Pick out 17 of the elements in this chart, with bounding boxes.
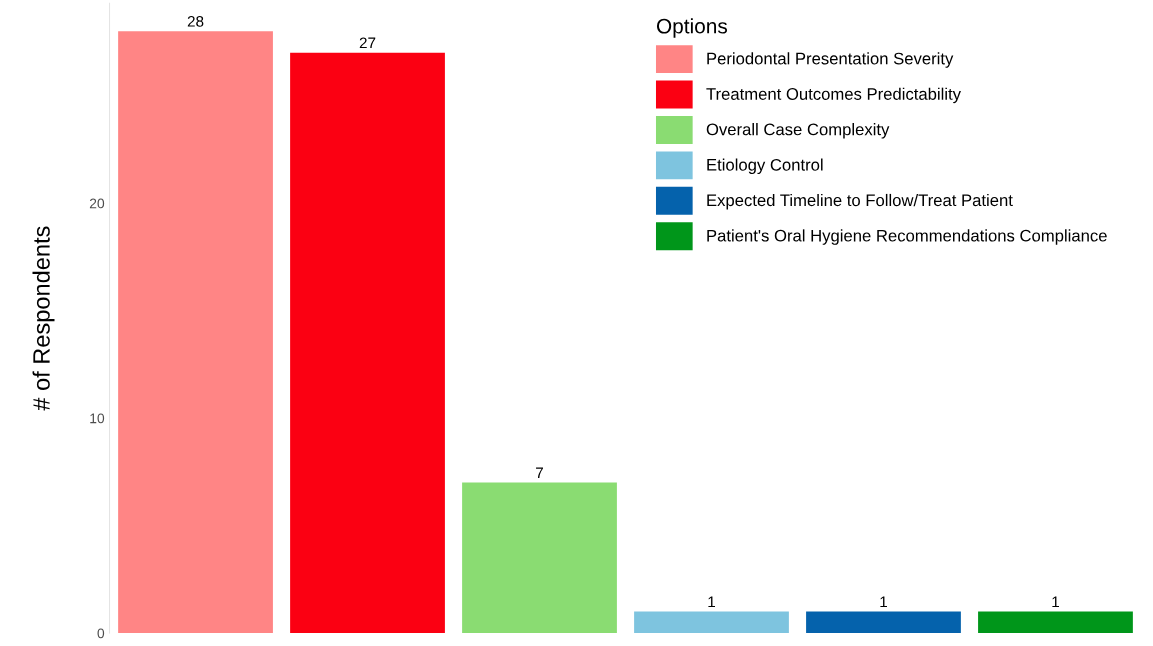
y-tick-label: 20 (89, 198, 105, 209)
data-label: 1 (708, 596, 715, 608)
y-axis-title: # of Respondents (32, 226, 55, 411)
legend-label: Treatment Outcomes Predictability (706, 87, 961, 104)
legend-label: Etiology Control (707, 158, 823, 175)
legend-label: Periodontal Presentation Severity (707, 52, 954, 68)
y-tick-label: 0 (97, 628, 105, 639)
y-tick-label: 10 (90, 413, 105, 424)
data-label: 7 (536, 467, 543, 479)
data-label: 28 (187, 15, 204, 27)
legend-label: Overall Case Complexity (706, 123, 890, 139)
data-label: 1 (880, 596, 887, 608)
legend-title: Options (656, 18, 728, 38)
legend-label: Patient's Oral Hygiene Recommendations Compliance (707, 229, 1107, 245)
data-label: 1 (1052, 596, 1059, 608)
data-label: 27 (359, 37, 376, 49)
legend-label: Expected Timeline to Follow/Treat Patient (707, 193, 1013, 210)
